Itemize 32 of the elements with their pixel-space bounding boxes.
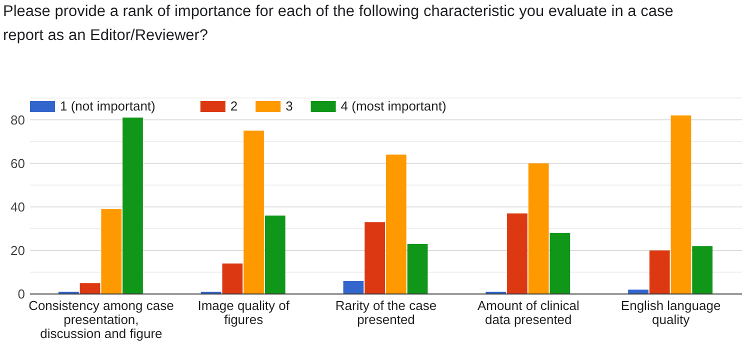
bar: [649, 250, 670, 294]
y-tick-label: 80: [10, 112, 25, 128]
bar: [343, 280, 364, 294]
bar: [386, 154, 406, 294]
x-tick-label: Consistency among case presentation, discussion and figure: [28, 298, 174, 341]
bar: [550, 233, 570, 294]
bar: [101, 209, 122, 294]
legend-label: 4 (most important): [340, 98, 446, 114]
bar: [507, 213, 528, 294]
bar: [692, 246, 713, 294]
legend-label: 2: [230, 98, 238, 114]
legend-label: 3: [286, 98, 293, 114]
bar: [407, 244, 428, 294]
bar: [264, 216, 286, 294]
x-tick-label: Image quality of figures: [198, 298, 290, 327]
x-tick-label: English language quality: [620, 298, 721, 327]
x-tick-label: Rarity of the case presented: [335, 298, 437, 327]
bar: [222, 264, 243, 294]
bar: [122, 118, 143, 294]
bar: [364, 222, 385, 294]
y-tick-label: 60: [10, 156, 25, 171]
bar: [80, 283, 100, 294]
x-tick-label: Amount of clinical data presented: [477, 298, 580, 327]
bar: [244, 130, 264, 294]
y-tick-label: 40: [10, 199, 25, 214]
bar: [628, 290, 648, 294]
y-tick-label: 0: [18, 286, 25, 302]
chart-title: Please provide a rank of importance for each of the following characteristic you evaluate in a case report as an Editor/Reviewer?: [3, 3, 674, 44]
y-tick-label: 20: [10, 242, 25, 258]
legend-label: 1 (not important): [60, 98, 156, 114]
bar: [670, 115, 692, 294]
bar: [528, 163, 549, 294]
